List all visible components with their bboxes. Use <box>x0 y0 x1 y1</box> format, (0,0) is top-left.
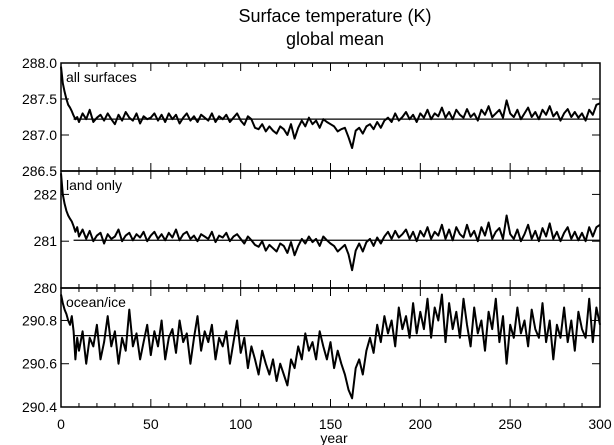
y-tick-label: 290.6 <box>22 356 57 372</box>
panel-label: land only <box>66 177 122 193</box>
panel-label: all surfaces <box>66 69 137 85</box>
panel-1: 286.5 287.0 287.5 288.0 all surfaces <box>22 55 601 179</box>
panel-2: 280 281 282 land only <box>34 170 601 296</box>
x-tick-label: 300 <box>588 416 612 432</box>
chart-title: Surface temperature (K) <box>238 6 431 26</box>
y-tick-label: 290.8 <box>22 312 57 328</box>
x-tick-label: 50 <box>143 416 159 432</box>
x-tick-label: 150 <box>319 416 343 432</box>
y-tick-label: 281 <box>34 233 58 249</box>
y-tick-label: 288.0 <box>22 55 57 71</box>
y-tick-label: 282 <box>34 186 58 202</box>
x-tick-label: 0 <box>57 416 65 432</box>
temperature-series-line <box>60 293 601 400</box>
y-tick-label: 287.0 <box>22 127 57 143</box>
y-tick-label: 286.5 <box>22 163 57 179</box>
x-axis: 0 50 100 150 200 250 300 <box>57 416 612 432</box>
x-tick-label: 100 <box>229 416 253 432</box>
temperature-series-line <box>60 66 601 149</box>
panel-frame <box>60 170 601 289</box>
y-tick-label: 287.5 <box>22 91 57 107</box>
panel-label: ocean/ice <box>66 294 126 310</box>
panel-3: 290.4 290.6 290.8 ocean/ice <box>22 287 601 415</box>
temperature-series-line <box>60 173 601 272</box>
y-tick-label: 280 <box>34 280 58 296</box>
x-tick-label: 250 <box>498 416 522 432</box>
y-tick-label: 290.4 <box>22 399 57 415</box>
x-axis-title: year <box>320 430 348 445</box>
x-tick-label: 200 <box>409 416 433 432</box>
chart-subtitle: global mean <box>286 29 384 49</box>
